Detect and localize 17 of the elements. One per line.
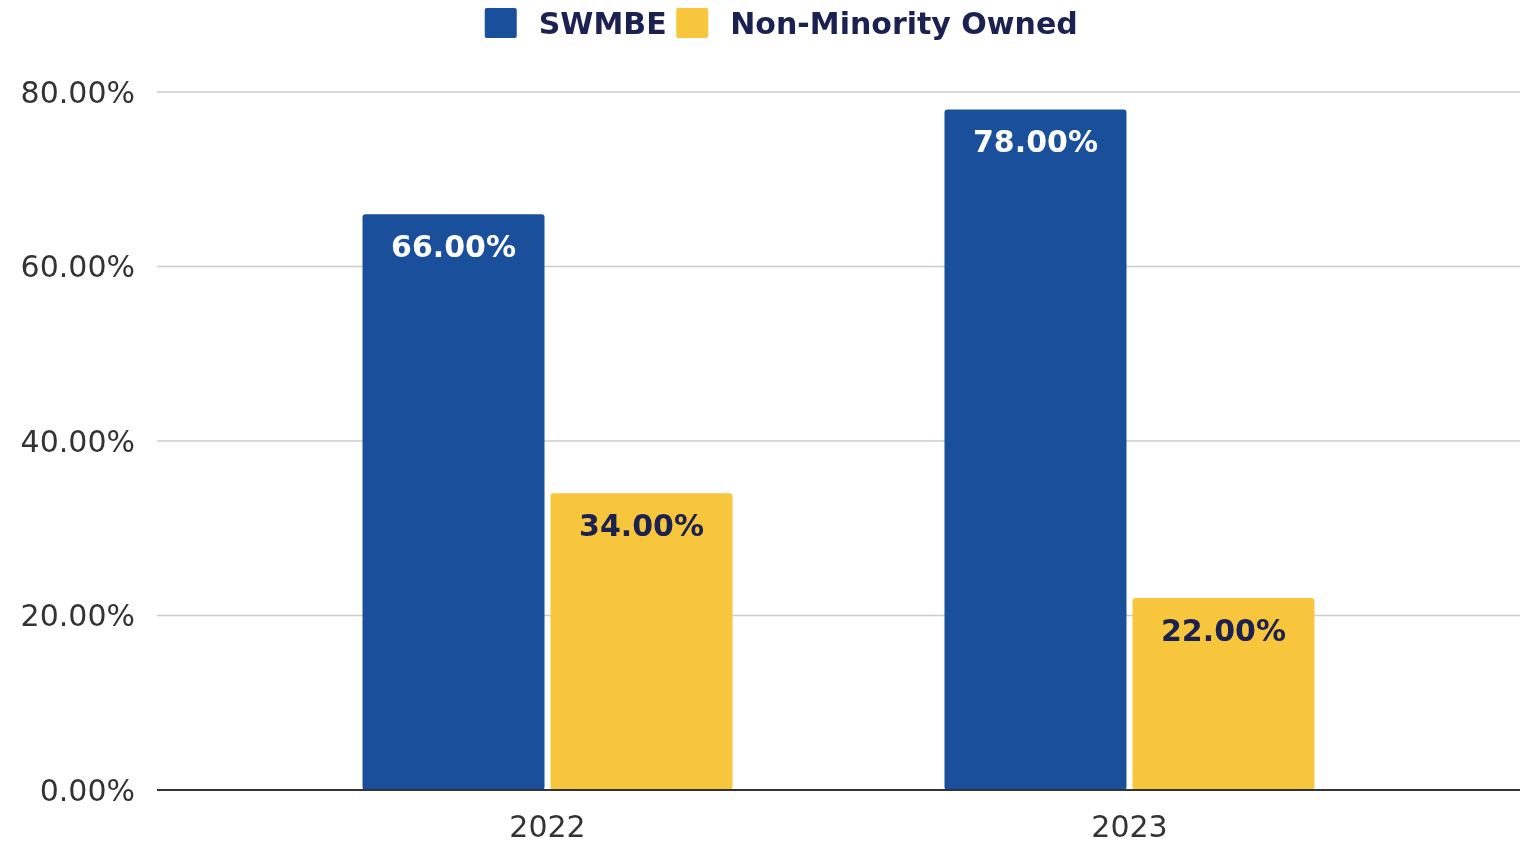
- data-label: 78.00%: [973, 124, 1098, 160]
- y-tick-label: 80.00%: [20, 74, 135, 110]
- y-tick-label: 20.00%: [20, 598, 135, 633]
- legend-label: SWMBE: [538, 5, 667, 41]
- data-label: 22.00%: [1161, 613, 1286, 649]
- x-tick-label: 2023: [1091, 808, 1168, 844]
- legend-label: Non-Minority Owned: [730, 5, 1078, 41]
- bar: [362, 214, 545, 790]
- bar: [550, 493, 733, 790]
- y-tick-label: 0.00%: [39, 772, 135, 808]
- bar: [1132, 598, 1315, 790]
- data-label: 34.00%: [579, 508, 704, 544]
- y-tick-label: 60.00%: [20, 249, 135, 284]
- y-tick-label: 40.00%: [20, 423, 135, 459]
- data-label: 66.00%: [391, 229, 516, 265]
- bar: [944, 109, 1127, 790]
- x-tick-label: 2022: [509, 808, 586, 844]
